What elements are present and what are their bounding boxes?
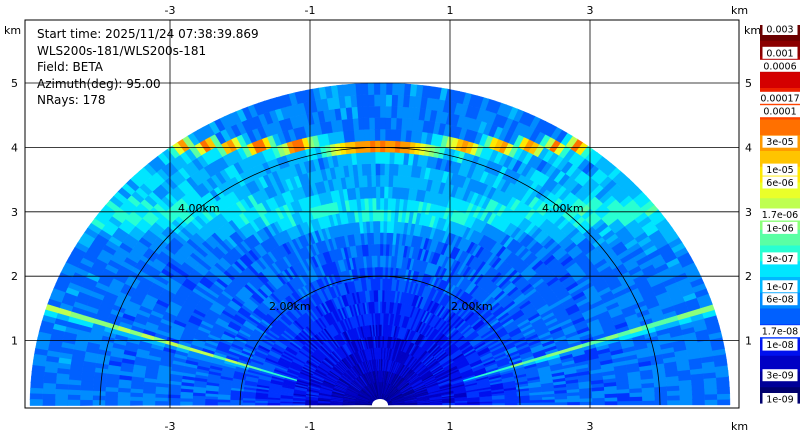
y-tick-label-right-4: 4 <box>745 141 752 154</box>
x-tick-label-bottom-3: 3 <box>587 420 594 433</box>
x-axis-unit-bottom: km <box>731 420 748 433</box>
x-tick-label-bottom-1: 1 <box>447 420 454 433</box>
y-tick-label-left-4: 4 <box>11 141 18 154</box>
colorbar-label-3e-09: 3e-09 <box>763 369 798 382</box>
colorbar-label-0.0001: 0.0001 <box>759 105 800 118</box>
colorbar-label-1e-07: 1e-07 <box>763 280 798 293</box>
y-axis-unit-left: km <box>4 24 21 37</box>
colorbar-label-0.003: 0.003 <box>763 23 798 36</box>
x-tick-label-top--1: -1 <box>305 4 316 17</box>
y-tick-label-right-5: 5 <box>745 77 752 90</box>
y-tick-label-right-2: 2 <box>745 270 752 283</box>
colorbar-label-0.0006: 0.0006 <box>759 60 800 73</box>
colorbar-label-1.7e-08: 1.7e-08 <box>756 325 800 338</box>
colorbar-label-0.001: 0.001 <box>763 47 798 60</box>
start-time-text: Start time: 2025/11/24 07:38:39.869 <box>37 27 259 41</box>
backscatter-field <box>30 83 730 406</box>
x-tick-label-bottom--1: -1 <box>305 420 316 433</box>
colorbar-label-1e-05: 1e-05 <box>763 164 798 177</box>
colorbar-label-6e-08: 6e-08 <box>763 293 798 306</box>
colorbar-label-1e-08: 1e-08 <box>763 339 798 352</box>
colorbar-step-18 <box>760 309 800 325</box>
range-ring-label-4km-right: 4.00km <box>542 202 584 215</box>
colorbar: m-1 sr-1 0.0030.0010.00060.000170.00013e… <box>756 14 800 406</box>
colorbar-label-1e-06: 1e-06 <box>763 222 798 235</box>
y-tick-label-left-3: 3 <box>11 206 18 219</box>
y-tick-label-left-2: 2 <box>11 270 18 283</box>
instrument-text: WLS200s-181/WLS200s-181 <box>37 44 206 58</box>
x-axis-unit-top: km <box>731 4 748 17</box>
x-tick-label-bottom--3: -3 <box>165 420 176 433</box>
field-text: Field: BETA <box>37 60 104 74</box>
colorbar-label-1e-09: 1e-09 <box>763 393 798 406</box>
range-ring-label-2km-left: 2.00km <box>269 300 311 313</box>
x-tick-label-top-1: 1 <box>447 4 454 17</box>
y-tick-label-right-3: 3 <box>745 206 752 219</box>
colorbar-label-3e-05: 3e-05 <box>763 136 798 149</box>
x-tick-label-top-3: 3 <box>587 4 594 17</box>
info-block: Start time: 2025/11/24 07:38:39.869 WLS2… <box>37 27 259 107</box>
nrays-text: NRays: 178 <box>37 93 106 107</box>
range-ring-label-2km-right: 2.00km <box>451 300 493 313</box>
colorbar-label-0.00017: 0.00017 <box>756 92 800 105</box>
azimuth-text: Azimuth(deg): 95.00 <box>37 77 161 91</box>
colorbar-label-6e-06: 6e-06 <box>763 177 798 190</box>
y-tick-label-right-1: 1 <box>745 335 752 348</box>
colorbar-step-3 <box>760 72 800 88</box>
y-tick-label-left-1: 1 <box>11 335 18 348</box>
colorbar-label-1.7e-06: 1.7e-06 <box>756 209 800 222</box>
colorbar-step-6 <box>760 120 800 136</box>
range-ring-label-4km-left: 4.00km <box>178 202 220 215</box>
x-tick-label-top--3: -3 <box>165 4 176 17</box>
y-tick-label-left-5: 5 <box>11 77 18 90</box>
colorbar-label-3e-07: 3e-07 <box>763 252 798 265</box>
y-axis-unit-right: km <box>744 24 761 37</box>
